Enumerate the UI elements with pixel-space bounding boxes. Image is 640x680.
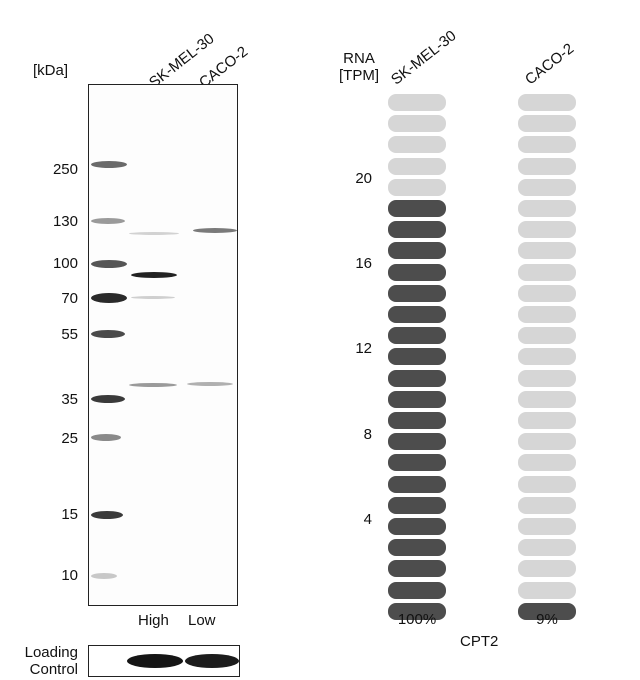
- rna-segment-empty: [388, 136, 446, 154]
- rna-segment-empty: [518, 433, 576, 451]
- tpm-tick-16: 16: [355, 255, 372, 272]
- lane1-band-90kda: [131, 272, 177, 278]
- rna-segment-empty: [518, 115, 576, 133]
- rna-segment-empty: [518, 539, 576, 557]
- rna-segment-empty: [518, 369, 576, 387]
- ladder-band-100: [91, 260, 127, 268]
- loading-control-line2: Control: [29, 661, 78, 678]
- tpm-tick-8: 8: [363, 426, 372, 443]
- lane2-band-37kda: [187, 382, 233, 386]
- rna-segment-empty: [388, 157, 446, 175]
- lane2-band-125kda: [193, 228, 237, 233]
- rna-segment-empty: [518, 348, 576, 366]
- rna-segment-empty: [388, 115, 446, 133]
- rna-segment-empty: [388, 94, 446, 111]
- kda-unit-label: [kDa]: [33, 62, 69, 79]
- ladder-band-15: [91, 511, 123, 519]
- rna-segment-empty: [518, 454, 576, 472]
- loading-control-blot: [88, 645, 240, 677]
- rna-segment-filled: [388, 602, 446, 620]
- rna-segment-empty: [518, 560, 576, 578]
- rna-segment-empty: [518, 242, 576, 260]
- rna-segment-filled: [388, 454, 446, 472]
- marker-label-100: 100: [52, 255, 78, 272]
- rna-axis-label: RNA [TPM]: [335, 50, 383, 84]
- marker-label-55: 55: [61, 326, 78, 343]
- loading-control-label: Loading Control: [16, 644, 78, 678]
- rna-segment-filled: [388, 496, 446, 514]
- rna-segment-filled: [518, 602, 576, 620]
- rna-segment-filled: [388, 284, 446, 302]
- rna-segment-empty: [518, 518, 576, 535]
- gene-name-label: CPT2: [460, 633, 499, 650]
- rna-segment-empty: [518, 221, 576, 239]
- rna-segment-empty: [518, 306, 576, 323]
- rna-axis-label-line2: [TPM]: [339, 67, 379, 84]
- rna-segment-filled: [388, 518, 446, 535]
- rna-segment-empty: [518, 200, 576, 217]
- marker-label-25: 25: [61, 430, 78, 447]
- rna-value-label-2: 9%: [536, 611, 558, 628]
- marker-label-10: 10: [61, 567, 78, 584]
- rna-segment-filled: [388, 327, 446, 345]
- ladder-band-130: [91, 218, 125, 224]
- rna-segment-filled: [388, 306, 446, 323]
- tpm-tick-12: 12: [355, 340, 372, 357]
- ladder-band-25: [91, 434, 121, 441]
- ladder-band-10: [91, 573, 117, 579]
- rna-segment-filled: [388, 200, 446, 217]
- rna-segment-empty: [518, 284, 576, 302]
- lane-level-high: High: [138, 612, 169, 629]
- lane1-band-faint-70: [131, 296, 175, 299]
- rna-segment-filled: [388, 433, 446, 451]
- rna-segment-empty: [518, 475, 576, 493]
- rna-segment-filled: [388, 581, 446, 599]
- rna-segment-empty: [518, 94, 576, 111]
- rna-sample-label-1: SK-MEL-30: [388, 27, 460, 89]
- rna-segment-empty: [388, 178, 446, 196]
- rna-segment-empty: [518, 157, 576, 175]
- rna-segment-filled: [388, 263, 446, 281]
- marker-label-250: 250: [52, 161, 78, 178]
- rna-segment-filled: [388, 539, 446, 557]
- rna-segment-filled: [388, 221, 446, 239]
- rna-segment-empty: [518, 412, 576, 429]
- rna-segment-filled: [388, 412, 446, 429]
- rna-segment-empty: [518, 390, 576, 408]
- loading-control-line1: Loading: [24, 644, 78, 661]
- tpm-tick-4: 4: [363, 511, 372, 528]
- rna-segment-empty: [518, 327, 576, 345]
- rna-segment-filled: [388, 369, 446, 387]
- marker-label-130: 130: [52, 213, 78, 230]
- rna-sample-label-2: CACO-2: [522, 40, 578, 89]
- rna-segment-empty: [518, 136, 576, 154]
- rna-segment-empty: [518, 496, 576, 514]
- rna-axis-label-line1: RNA: [343, 50, 375, 67]
- lane1-band-faint-130: [129, 232, 179, 235]
- lane1-band-37kda: [129, 383, 177, 387]
- tpm-tick-20: 20: [355, 170, 372, 187]
- ladder-band-70: [91, 293, 127, 303]
- rna-segment-filled: [388, 390, 446, 408]
- rna-segment-filled: [388, 242, 446, 260]
- ladder-band-35: [91, 395, 125, 403]
- rna-segment-empty: [518, 263, 576, 281]
- western-blot-image: [88, 84, 238, 606]
- marker-label-70: 70: [61, 290, 78, 307]
- rna-value-label-1: 100%: [397, 611, 437, 628]
- rna-segment-filled: [388, 560, 446, 578]
- lane-level-low: Low: [188, 612, 216, 629]
- rna-segment-empty: [518, 581, 576, 599]
- ladder-band-55: [91, 330, 125, 338]
- rna-segment-filled: [388, 348, 446, 366]
- marker-label-15: 15: [61, 506, 78, 523]
- rna-segment-empty: [518, 178, 576, 196]
- loading-control-band-1: [127, 654, 183, 668]
- ladder-band-250: [91, 161, 127, 168]
- loading-control-band-2: [185, 654, 239, 668]
- marker-label-35: 35: [61, 391, 78, 408]
- rna-segment-filled: [388, 475, 446, 493]
